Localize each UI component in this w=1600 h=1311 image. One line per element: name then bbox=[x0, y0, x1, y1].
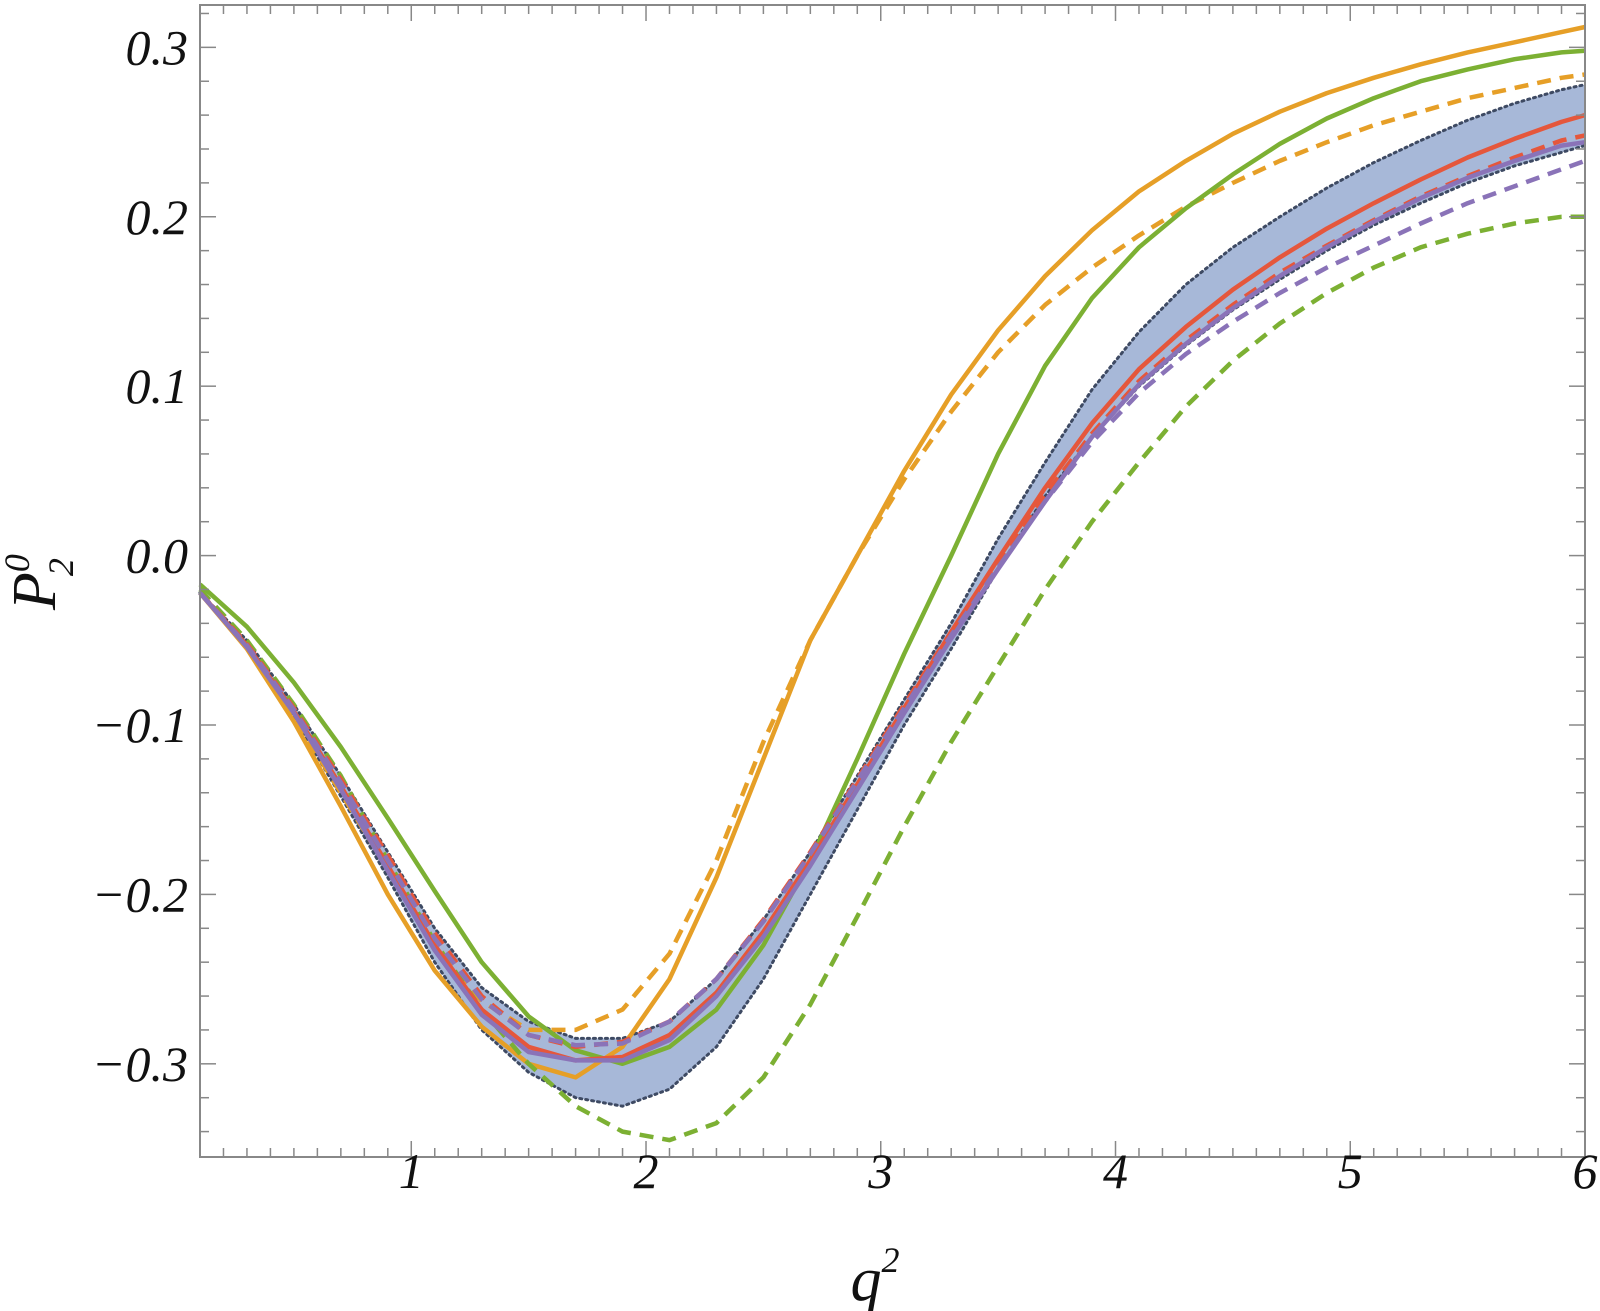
axis-ticks bbox=[199, 5, 1586, 1157]
y-axis-title: P0 2 bbox=[0, 554, 81, 611]
series-lines bbox=[198, 24, 1586, 1143]
x-tick-label: 5 bbox=[1338, 1143, 1363, 1199]
x-tick-label: 4 bbox=[1103, 1143, 1128, 1199]
series-line-8 bbox=[198, 158, 1586, 1048]
series-line-7 bbox=[198, 139, 1586, 1063]
plot-frame bbox=[199, 4, 1586, 1158]
y-tick-label: −0.1 bbox=[92, 697, 188, 753]
band-lower-edge bbox=[198, 144, 1587, 1108]
x-axis-title: q2 bbox=[851, 1240, 900, 1311]
series-line-1 bbox=[198, 24, 1586, 1080]
x-tick-label: 3 bbox=[867, 1143, 893, 1199]
error-band bbox=[198, 83, 1587, 1108]
y-tick-label: 0.1 bbox=[126, 358, 189, 414]
band-fill bbox=[200, 84, 1585, 1107]
x-tick-label: 1 bbox=[399, 1143, 424, 1199]
x-tick-labels: 1 2 3 4 5 6 bbox=[399, 1143, 1598, 1199]
x-tick-label: 6 bbox=[1573, 1143, 1598, 1199]
y-tick-labels: −0.3 −0.2 −0.1 0.0 0.1 0.2 0.3 bbox=[92, 19, 188, 1091]
series-line-3 bbox=[198, 48, 1586, 1067]
x-tick-label: 2 bbox=[634, 1143, 659, 1199]
y-tick-label: −0.2 bbox=[92, 866, 188, 922]
series-line-5 bbox=[198, 112, 1586, 1063]
y-tick-label: 0.2 bbox=[126, 189, 189, 245]
y-tick-label: −0.3 bbox=[92, 1036, 188, 1092]
y-tick-label: 0.0 bbox=[126, 528, 189, 584]
y-tick-label: 0.3 bbox=[126, 19, 189, 75]
band-upper-edge bbox=[198, 83, 1587, 1040]
